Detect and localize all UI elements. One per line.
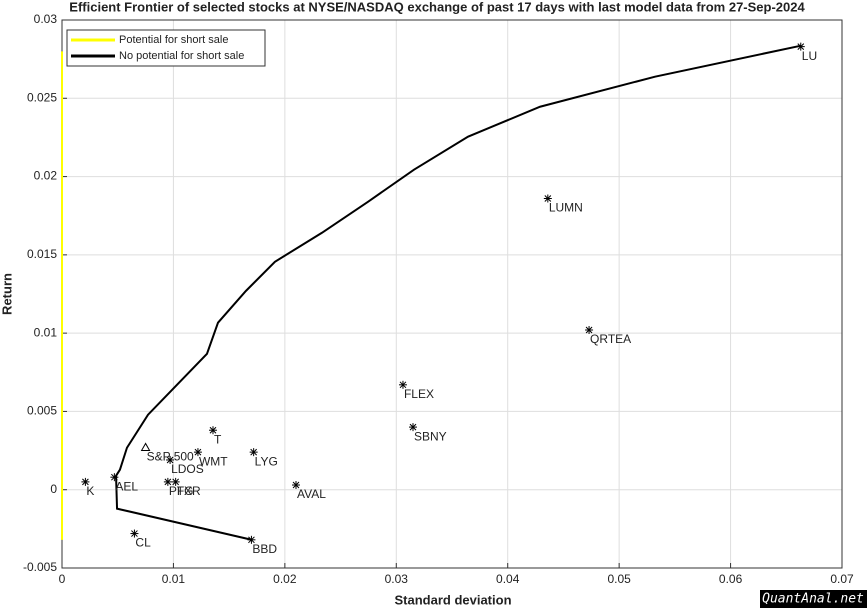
x-tick-label: 0 bbox=[59, 572, 66, 586]
stock-point bbox=[171, 477, 180, 486]
point-label: BBD bbox=[252, 542, 277, 556]
stock-point bbox=[130, 529, 139, 538]
stock-point bbox=[796, 42, 805, 51]
marker-star bbox=[292, 481, 300, 489]
y-tick-label: 0.02 bbox=[34, 169, 58, 183]
point-label: CL bbox=[135, 536, 151, 550]
legend-box bbox=[66, 29, 266, 67]
stock-point bbox=[543, 194, 552, 203]
x-tick-label: 0.05 bbox=[607, 572, 631, 586]
legend-label: No potential for short sale bbox=[119, 50, 244, 62]
plot-area: 0 0.01 0.02 0.03 0.04 0.05 0.06 0.07-0.00500.00… bbox=[23, 12, 854, 586]
marker-star bbox=[111, 473, 118, 481]
point-label: LU bbox=[802, 49, 817, 63]
point-label: LDOS bbox=[171, 462, 204, 476]
watermark: QuantAnal.net bbox=[762, 592, 864, 607]
marker-star bbox=[166, 456, 174, 464]
marker-star bbox=[164, 478, 172, 486]
plot-background bbox=[62, 20, 842, 568]
point-label: K bbox=[86, 484, 94, 498]
y-tick-label: 0.01 bbox=[34, 325, 58, 339]
marker-star bbox=[544, 195, 552, 202]
marker-star bbox=[131, 530, 138, 537]
stock-point bbox=[193, 448, 202, 457]
marker-star bbox=[209, 426, 217, 434]
marker-star bbox=[409, 423, 417, 431]
y-tick-label: 0.005 bbox=[27, 404, 57, 418]
y-tick-label: 0 bbox=[50, 482, 57, 496]
watermark-bg bbox=[760, 590, 867, 608]
y-tick-label: 0.025 bbox=[27, 90, 57, 104]
marker-star bbox=[194, 448, 202, 456]
point-label: S&P 500 bbox=[147, 450, 194, 464]
y-tick-label: 0.03 bbox=[34, 12, 58, 26]
stock-point bbox=[208, 426, 217, 435]
marker-star bbox=[399, 381, 407, 389]
chart-title: Efficient Frontier of selected stocks at… bbox=[69, 0, 805, 14]
stock-point bbox=[110, 473, 119, 482]
point-label: LYG bbox=[255, 454, 278, 468]
x-tick-label: 0.04 bbox=[496, 572, 520, 586]
stock-point bbox=[140, 442, 151, 451]
stock-point bbox=[81, 477, 90, 486]
y-axis-label: Return bbox=[0, 273, 14, 315]
marker-star bbox=[250, 448, 258, 456]
x-tick-label: 0.06 bbox=[719, 572, 743, 586]
point-label: WMT bbox=[199, 454, 228, 468]
point-label: SBNY bbox=[414, 429, 447, 443]
point-label: T bbox=[214, 432, 222, 446]
marker-star bbox=[585, 326, 593, 334]
point-label: PFG bbox=[169, 484, 194, 498]
stock-point bbox=[163, 477, 172, 486]
legend: Potential for short sale No potential for… bbox=[66, 29, 266, 67]
marker-star bbox=[797, 43, 805, 50]
x-tick-label: 0.07 bbox=[830, 572, 854, 586]
point-label: AEL bbox=[115, 479, 138, 493]
marker-star bbox=[172, 478, 180, 486]
legend-label: Potential for short sale bbox=[119, 34, 228, 46]
marker-star bbox=[82, 478, 89, 486]
marker-triangle bbox=[140, 442, 151, 451]
point-label: QRTEA bbox=[590, 332, 631, 346]
y-tick-label: 0.015 bbox=[27, 247, 57, 261]
point-label: FLEX bbox=[404, 387, 434, 401]
point-label: AVAL bbox=[297, 487, 326, 501]
y-tick-label: -0.005 bbox=[23, 560, 57, 574]
stock-point bbox=[166, 455, 175, 464]
stock-point bbox=[585, 326, 594, 335]
point-label: LUMN bbox=[549, 201, 583, 215]
x-axis-label: Standard deviation bbox=[394, 592, 511, 607]
x-tick-label: 0.02 bbox=[273, 572, 297, 586]
stock-point bbox=[247, 535, 256, 544]
marker-star bbox=[248, 536, 255, 544]
x-tick-label: 0.01 bbox=[162, 572, 186, 586]
stock-point bbox=[398, 380, 407, 389]
stock-point bbox=[292, 481, 300, 490]
stock-point bbox=[249, 448, 258, 457]
point-label: TXR bbox=[177, 484, 201, 498]
stock-point bbox=[409, 423, 417, 432]
frontier-line bbox=[115, 44, 802, 541]
x-tick-label: 0.03 bbox=[385, 572, 409, 586]
